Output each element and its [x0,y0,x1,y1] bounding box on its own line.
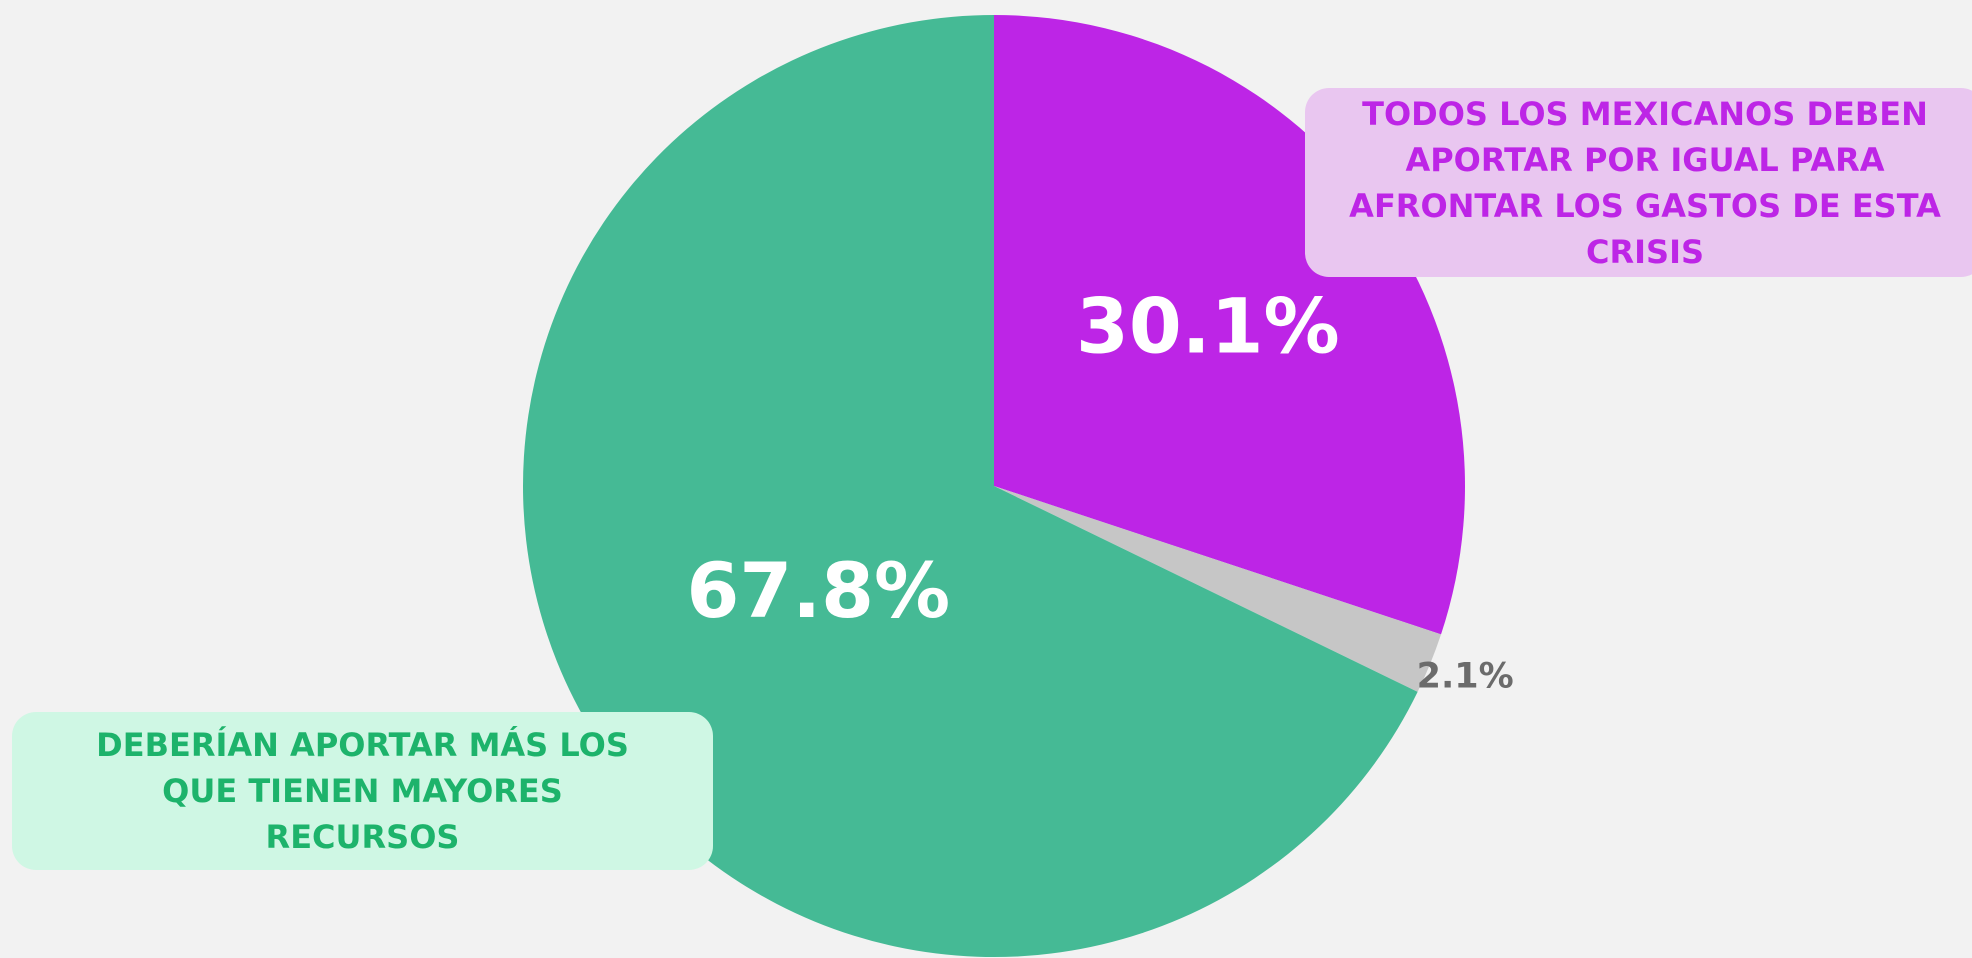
category-label: DEBERÍAN APORTAR MÁS LOS QUE TIENEN MAYO… [12,712,713,870]
pie-slice [523,15,1418,957]
category-label: TODOS LOS MEXICANOS DEBEN APORTAR POR IG… [1305,88,1972,277]
value-label: 67.8% [686,546,950,635]
value-label: 30.1% [1076,282,1340,371]
value-label: 2.1% [1417,657,1514,697]
pie-slice [994,486,1442,692]
pie-slice [994,15,1465,635]
